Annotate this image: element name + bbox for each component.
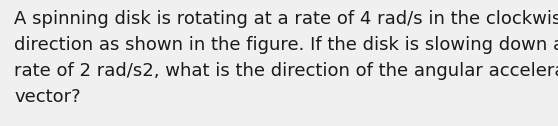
Text: rate of 2 rad/s2, what is the direction of the angular acceleration: rate of 2 rad/s2, what is the direction … (14, 62, 558, 80)
Text: A spinning disk is rotating at a rate of 4 rad/s in the clockwise: A spinning disk is rotating at a rate of… (14, 10, 558, 28)
Text: vector?: vector? (14, 88, 80, 106)
Text: direction as shown in the figure. If the disk is slowing down at a: direction as shown in the figure. If the… (14, 36, 558, 54)
